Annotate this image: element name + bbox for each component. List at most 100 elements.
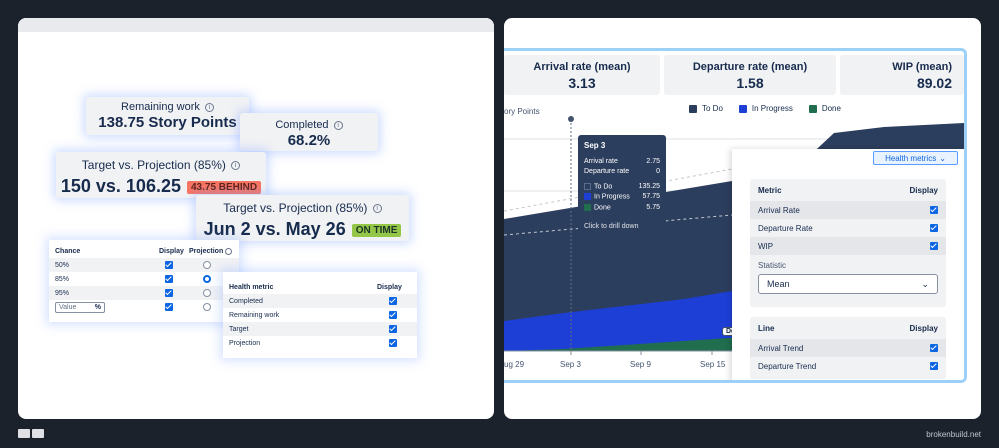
display-checkbox[interactable] xyxy=(389,297,397,305)
table-row: Value% xyxy=(49,300,239,314)
metric-label: Remaining work xyxy=(229,311,280,319)
display-checkbox[interactable] xyxy=(165,261,173,269)
tooltip-label: Arrival rate xyxy=(584,158,618,165)
display-checkbox[interactable] xyxy=(165,303,173,311)
kpi-wip: WIP (mean) 89.02 xyxy=(840,55,964,95)
tooltip-footer: Click to drill down xyxy=(584,223,639,231)
line-header: Line xyxy=(758,323,775,333)
display-checkbox[interactable] xyxy=(165,275,173,283)
projection-radio[interactable] xyxy=(203,303,211,311)
info-icon[interactable] xyxy=(225,247,233,255)
metric-row-departure: Departure Rate xyxy=(750,219,946,237)
projection-radio[interactable] xyxy=(203,289,211,297)
legend-swatch xyxy=(689,104,697,113)
tooltip-row: Arrival rate 2.75 xyxy=(584,158,660,165)
health-metrics-button[interactable]: Health metrics ⌄ xyxy=(873,151,958,165)
display-checkbox[interactable] xyxy=(930,362,938,370)
display-header: Display xyxy=(909,323,938,333)
display-checkbox[interactable] xyxy=(389,311,397,319)
metric-label: WIP xyxy=(758,241,774,251)
legend-swatch xyxy=(738,104,747,113)
table-row: 95% xyxy=(49,286,239,300)
chance-label: 50% xyxy=(55,261,70,269)
table-row: Projection xyxy=(223,336,417,350)
display-header: Display xyxy=(909,185,938,195)
line-header-row: Line Display xyxy=(750,317,946,339)
chart-tooltip: Sep 3 Arrival rate 2.75 Departure rate 0 T… xyxy=(578,135,666,247)
health-metrics-panel: Health metrics ⌄ Metric Display Arrival Ra… xyxy=(732,149,964,380)
tooltip-label: In Progress xyxy=(594,193,630,201)
x-tick-label: Sep 15 xyxy=(700,360,726,369)
completed-value: 68.2% xyxy=(287,132,331,149)
tooltip-value: 0 xyxy=(656,168,660,175)
hover-point xyxy=(568,116,574,122)
metric-header-row: Metric Display xyxy=(750,179,946,201)
kpi-title: WIP (mean) xyxy=(892,61,952,73)
display-checkbox[interactable] xyxy=(930,206,938,214)
tooltip-row: Done 5.75 xyxy=(584,203,660,212)
info-icon[interactable]: i xyxy=(231,161,241,171)
line-label: Arrival Trend xyxy=(758,343,804,353)
target-projection-card: Target vs. Projection (85%) i 150 vs. 10… xyxy=(56,152,266,198)
projection-radio-selected[interactable] xyxy=(203,275,211,283)
display-checkbox[interactable] xyxy=(165,289,173,297)
target-date-value: Jun 2 vs. May 26 xyxy=(203,219,346,239)
info-icon[interactable]: i xyxy=(372,204,382,214)
tooltip-value: 5.75 xyxy=(646,203,660,211)
legend-label: Done xyxy=(821,104,841,113)
display-checkbox[interactable] xyxy=(389,339,397,347)
metric-label: Projection xyxy=(229,339,261,347)
display-checkbox[interactable] xyxy=(389,325,397,333)
display-checkbox[interactable] xyxy=(930,224,938,232)
health-table-header: Health metric Display xyxy=(223,280,417,294)
tooltip-label: Done xyxy=(594,204,611,212)
x-tick-label: ug 29 xyxy=(504,360,525,369)
tooltip-label: Departure rate xyxy=(584,168,630,175)
legend-item-done[interactable]: Done xyxy=(808,104,841,113)
statistic-select[interactable]: Mean ⌄ xyxy=(758,274,938,294)
left-panel: Remaining work i 138.75 Story Points Com… xyxy=(18,18,494,419)
tooltip-row: To Do 135.25 xyxy=(584,183,660,190)
metric-label: Completed xyxy=(229,297,263,305)
statistic-value: Mean xyxy=(767,279,790,289)
chevron-down-icon: ⌄ xyxy=(921,278,929,289)
info-icon[interactable]: i xyxy=(333,120,343,130)
target-date-label: Target vs. Projection (85%) xyxy=(223,201,368,215)
kpi-title: Departure rate (mean) xyxy=(692,61,808,73)
tooltip-date: Sep 3 xyxy=(584,141,606,150)
table-row: Completed xyxy=(223,294,417,308)
kpi-row: Arrival rate (mean) 3.13 Departure rate … xyxy=(504,55,964,95)
legend-item-todo[interactable]: To Do xyxy=(689,104,723,113)
chance-label: 85% xyxy=(55,275,70,283)
statistic-label: Statistic xyxy=(758,261,787,270)
table-row: 50% xyxy=(49,258,239,272)
line-row-arrival-trend: Arrival Trend xyxy=(750,339,946,357)
table-row: 85% xyxy=(49,272,239,286)
todo-swatch xyxy=(584,183,591,190)
health-metric-table: Health metric Display Completed Remainin… xyxy=(223,272,417,358)
chart-legend: To Do In Progress Done xyxy=(689,104,841,113)
custom-chance-input[interactable]: Value% xyxy=(55,301,105,313)
kpi-departure-rate: Departure rate (mean) 1.58 xyxy=(664,55,836,95)
metric-label: Target xyxy=(229,325,249,333)
legend-label: To Do xyxy=(702,104,723,113)
legend-swatch xyxy=(808,104,817,113)
footer-logo xyxy=(18,429,44,438)
table-row: Remaining work xyxy=(223,308,417,322)
legend-item-in-progress[interactable]: In Progress xyxy=(738,104,793,113)
info-icon[interactable]: i xyxy=(204,102,214,112)
top-strip xyxy=(18,18,494,32)
right-panel: Arrival rate (mean) 3.13 Departure rate … xyxy=(504,18,981,419)
line-settings-box: Line Display Arrival Trend Departure Tren… xyxy=(750,317,946,379)
tooltip-value: 135.25 xyxy=(638,183,660,190)
display-checkbox[interactable] xyxy=(930,242,938,250)
x-tick-label: Sep 3 xyxy=(560,360,581,369)
projection-radio[interactable] xyxy=(203,261,211,269)
chance-table: Chance Display Projection 50% 85% 95% Va… xyxy=(49,240,239,322)
value-placeholder: Value xyxy=(59,303,77,311)
status-badge-behind: 43.75 BEHIND xyxy=(186,181,262,195)
metric-row-wip: WIP xyxy=(750,237,946,255)
x-tick-label: Sep 9 xyxy=(630,360,651,369)
chance-header: Chance xyxy=(55,247,81,255)
display-checkbox[interactable] xyxy=(930,344,938,352)
